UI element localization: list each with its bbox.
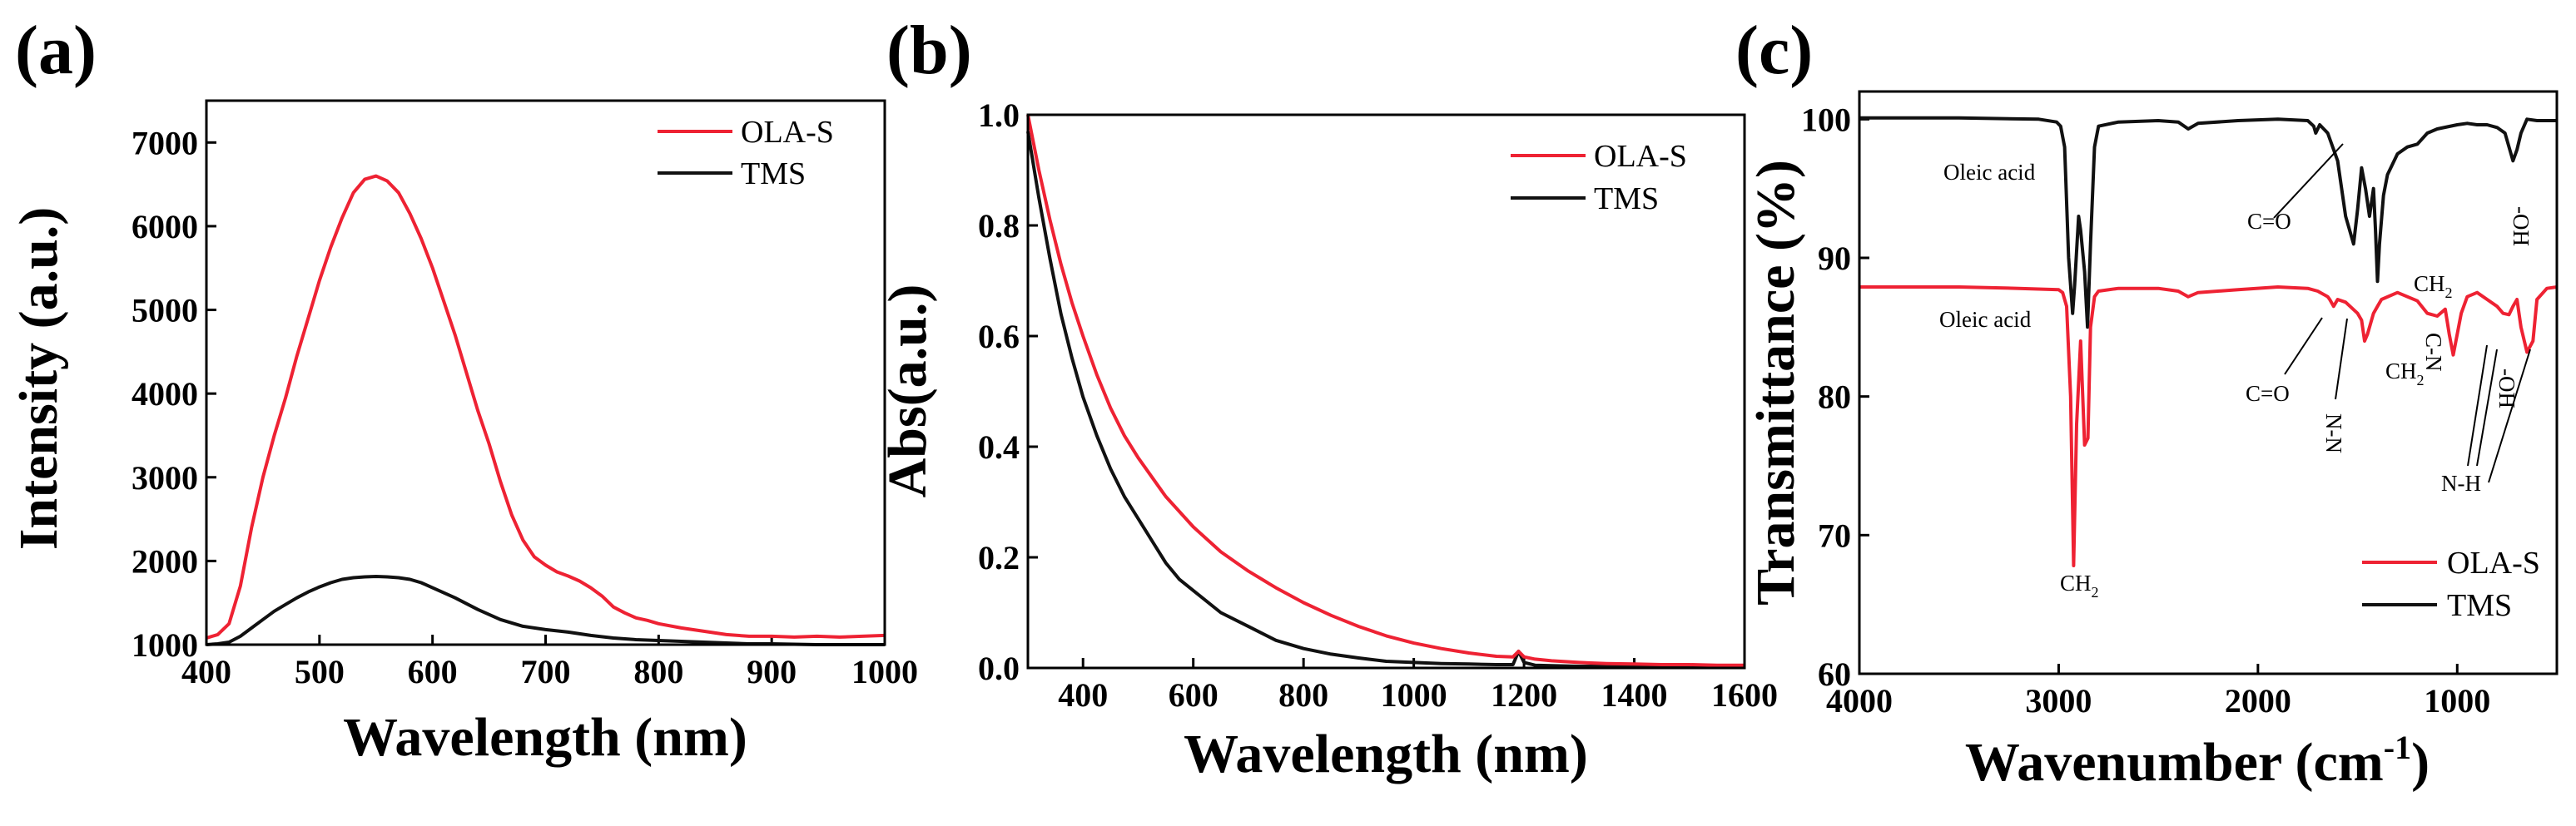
panel-c-ytick-label: 60 [1818,655,1851,693]
panel-b-series-tms [1026,131,1745,669]
panel-b-plot-frame [1026,113,1746,670]
annot-co-top-arrow [2273,143,2344,219]
panel-a-legend: OLA-S TMS [658,115,834,191]
annot-nn-bottom-arrow [2335,318,2348,400]
panel-b-xtick-label: 1000 [1381,676,1447,714]
annot-co-bottom: C=O [2246,381,2290,406]
panel-b-xtick-label: 800 [1278,676,1328,714]
panel-b-xtick-label: 400 [1058,676,1108,714]
panel-b-ylabel: Abs(a.u.) [877,284,938,498]
panel-b-xlabel: Wavelength (nm) [1184,724,1588,784]
panel-c-xtick-label: 1000 [2424,682,2490,720]
panel-c-ylabel: Transmittance (%) [1745,160,1806,606]
panel-c-letter: (c) [1735,12,1813,89]
panel-b-xtick-label: 600 [1169,676,1219,714]
panel-b-legend: OLA-S TMS [1511,139,1687,216]
panel-b-series [1026,114,1745,669]
panel-a-xtick-label: 800 [633,653,683,690]
annot-oh-bottom: -OH [2494,368,2519,408]
panel-a-xtick-label: 900 [747,653,797,690]
panel-b-ytick-label: 0.4 [978,428,1020,466]
panel-c-plot-frame [1858,90,2559,675]
panel-c-ytick-label: 70 [1818,517,1851,554]
panel-b-ytick-label: 0.0 [978,650,1020,687]
panel-c-xtick-label: 4000 [1826,682,1893,720]
panel-a-legend-label-olas: OLA-S [741,115,834,150]
panel-a-ytick-label: 6000 [132,208,198,245]
panel-c: (c) 4000 3000 2000 1000 60 70 80 90 100 Wavenumb… [1735,12,2559,793]
annot-co-bottom-arrow [2284,317,2323,375]
panel-b-legend-label-olas: OLA-S [1594,139,1687,174]
panel-b-ytick-label: 0.8 [978,207,1020,245]
annot-oh-top: -OH [2509,206,2534,246]
panel-a-ytick-label: 7000 [132,124,198,161]
panel-a-plot-frame [205,99,886,646]
panel-a-xtick-label: 700 [521,653,571,690]
panel-a-ytick-label: 4000 [132,375,198,413]
annot-ch2-bottom: CH2 [2385,359,2425,388]
panel-c-series-tms [1859,116,2557,329]
panel-c-series [1859,116,2558,567]
panel-b-legend-label-tms: TMS [1594,181,1659,216]
panel-b-xtick-label: 1200 [1491,676,1557,714]
panel-c-xtick-label: 2000 [2225,682,2291,720]
panel-a-ylabel: Intensity (a.u.) [8,207,69,551]
annot-nh-arrow-2 [2476,349,2498,467]
panel-a-xtick-label: 400 [181,653,231,690]
panel-a-letter: (a) [15,12,97,89]
panel-a-legend-label-tms: TMS [741,156,806,191]
panel-b: (b) 400 600 800 1000 1200 1400 1600 0.0 0.2 0.4 0.… [877,12,1778,784]
panel-c-xtick-label: 3000 [2025,682,2092,720]
panel-c-ytick-label: 100 [1801,101,1851,138]
annot-ch2-main: CH2 [2060,571,2099,601]
panel-a-xtick-label: 600 [408,653,458,690]
annot-nh-bottom: N-H [2441,471,2481,496]
panel-b-ticks: 400 600 800 1000 1200 1400 1600 0.0 0.2 0.4 0.6 0.8… [978,96,1778,714]
annot-nn-bottom: N-N [2321,413,2346,453]
panel-b-ytick-label: 0.2 [978,539,1020,576]
panel-b-ytick-label: 1.0 [978,96,1020,134]
panel-a-series-tms [206,575,885,646]
panel-c-ticks: 4000 3000 2000 1000 60 70 80 90 100 [1801,101,2490,720]
annot-nh-arrow-3 [2488,349,2531,483]
panel-b-xtick-label: 1600 [1711,676,1778,714]
panel-c-legend-label-olas: OLA-S [2447,546,2540,581]
annot-nh-arrow-1 [2467,344,2488,467]
panel-a-xtick-label: 500 [295,653,345,690]
annot-co-top: C=O [2247,209,2291,234]
panel-a-series [206,174,886,646]
panel-c-legend-label-tms: TMS [2447,588,2512,623]
panel-c-series-ola-s [1859,285,2558,567]
panel-a-series-ola-s [206,174,886,640]
panel-a-ticks: 400 500 600 700 800 900 1000 1000 2000 3000 4000 50… [132,124,918,690]
panel-c-ytick-label: 80 [1818,378,1851,416]
panel-b-letter: (b) [886,12,972,89]
panel-a-xtick-label: 1000 [851,653,918,690]
panel-a-ytick-label: 5000 [132,292,198,329]
annot-oleic-top: Oleic acid [1943,160,2036,185]
annot-oleic-bottom: Oleic acid [1939,307,2032,332]
panel-a-xlabel: Wavelength (nm) [343,707,747,768]
panel-a: (a) 400 500 600 700 800 900 100010002000300040… [8,12,918,768]
panel-a-ytick-label: 3000 [132,459,198,497]
panel-b-series-ola-s [1026,114,1745,667]
panel-c-annotations: Oleic acid C=O CH2 -OH Oleic acid C=O N-… [1939,143,2534,601]
panel-b-ytick-label: 0.6 [978,318,1020,355]
annot-cn-bottom: C-N [2421,333,2446,372]
panel-c-legend: OLA-S TMS [2362,546,2540,623]
panel-c-ytick-label: 90 [1818,240,1851,277]
annot-ch2-top: CH2 [2414,271,2453,301]
panel-a-ytick-label: 2000 [132,542,198,580]
panel-b-xtick-label: 1400 [1601,676,1668,714]
panel-c-xlabel: Wavenumber (cm-1) [1965,729,2430,793]
panel-a-ytick-label: 1000 [132,626,198,664]
